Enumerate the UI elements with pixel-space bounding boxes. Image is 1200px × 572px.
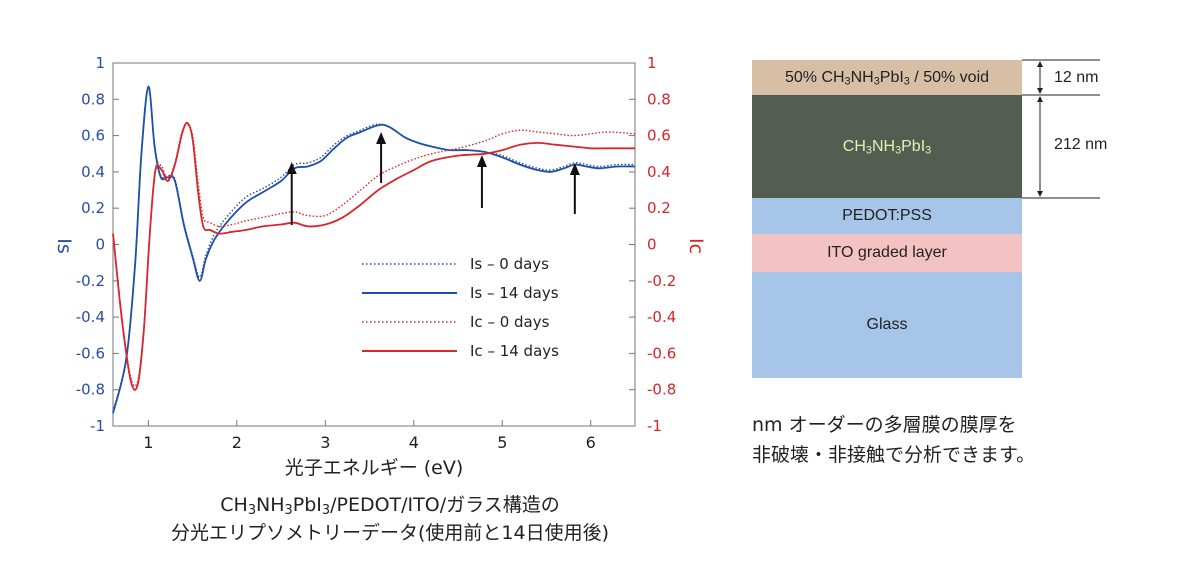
thickness-label-top: 12 nm xyxy=(1054,69,1099,86)
x-tick-label: 2 xyxy=(232,433,242,452)
x-axis-title: 光子エネルギー (eV) xyxy=(285,457,464,479)
legend-label: Ic – 14 days xyxy=(470,342,559,360)
y-tick-label-left: -0.4 xyxy=(76,308,105,326)
y-tick-label-left: -1 xyxy=(90,417,105,435)
layer-ito: ITO graded layer xyxy=(752,234,1022,272)
y-axis-left-title: Is xyxy=(53,238,75,254)
x-tick-label: 1 xyxy=(143,433,153,452)
arrowhead-icon xyxy=(286,162,297,174)
legend: Is – 0 days Is – 14 days Ic – 0 days Ic – 1… xyxy=(362,255,559,360)
y-tick-label-right: -0.2 xyxy=(647,272,676,290)
series-line-2 xyxy=(112,123,636,387)
arrowhead-icon xyxy=(1037,96,1043,102)
arrowhead-icon xyxy=(1037,61,1043,67)
layer-perovskite: CH3NH3PbI3 xyxy=(752,95,1022,198)
x-tick-label: 3 xyxy=(320,433,330,452)
y-tick-label-right: 0.8 xyxy=(647,90,671,108)
legend-label: Is – 0 days xyxy=(470,255,549,273)
x-tick-label: 5 xyxy=(497,433,507,452)
y-tick-label-left: 0.6 xyxy=(81,127,105,145)
y-tick-label-left: 0.2 xyxy=(81,199,105,217)
y-tick-label-right: 0.4 xyxy=(647,163,671,181)
caption-line-1: CH3NH3PbI3/PEDOT/ITO/ガラス構造の xyxy=(220,494,560,519)
y-tick-label-right: 0.2 xyxy=(647,199,671,217)
legend-label: Ic – 0 days xyxy=(470,313,550,331)
y-tick-label-left: -0.8 xyxy=(76,381,105,399)
arrowhead-icon xyxy=(376,132,387,144)
y-tick-label-left: 1 xyxy=(95,54,105,72)
y-tick-label-right: -1 xyxy=(647,417,662,435)
x-tick-label: 6 xyxy=(586,433,596,452)
y-tick-label-left: 0 xyxy=(95,236,105,254)
series-line-0 xyxy=(112,87,636,412)
note-line-1: nm オーダーの多層膜の膜厚を xyxy=(752,414,1017,436)
arrowhead-icon xyxy=(1037,88,1043,94)
plot-frame xyxy=(112,62,636,427)
caption-line-2: 分光エリプソメトリーデータ(使用前と14日使用後) xyxy=(170,522,609,544)
y-tick-label-right: -0.8 xyxy=(647,381,676,399)
y-tick-label-right: -0.6 xyxy=(647,344,676,362)
ellipsometry-chart: 1 1 0.8 0.8 0.6 0.6 0.4 0.4 0.2 0.2 0 0 -0.2 -0.2 -0.4… xyxy=(53,54,707,479)
y-tick-label-left: 0.8 xyxy=(81,90,105,108)
layer-glass: Glass xyxy=(752,272,1022,378)
arrowhead-icon xyxy=(569,163,580,175)
y-axis-right-title: Ic xyxy=(685,238,707,254)
y-tick-label-right: 0 xyxy=(647,236,657,254)
arrowhead-icon xyxy=(476,155,487,167)
layer-pedot-pss: PEDOT:PSS xyxy=(752,198,1022,234)
thickness-markers xyxy=(1022,59,1100,199)
y-tick-label-left: 0.4 xyxy=(81,163,105,181)
y-tick-label-left: -0.2 xyxy=(76,272,105,290)
legend-label: Is – 14 days xyxy=(470,284,559,302)
thickness-label-perovskite: 212 nm xyxy=(1054,136,1108,153)
y-tick-label-left: -0.6 xyxy=(76,344,105,362)
y-tick-label-right: 1 xyxy=(647,54,657,72)
y-tick-label-right: -0.4 xyxy=(647,308,676,326)
arrowhead-icon xyxy=(1037,191,1043,197)
series-line-1 xyxy=(112,85,636,414)
layer-perovskite-void: 50% CH3NH3PbI3 / 50% void xyxy=(752,60,1022,95)
x-tick-label: 4 xyxy=(409,433,419,452)
y-tick-label-right: 0.6 xyxy=(647,127,671,145)
note-line-2: 非破壊・非接触で分析できます。 xyxy=(752,444,1036,466)
series-line-3 xyxy=(112,121,635,391)
